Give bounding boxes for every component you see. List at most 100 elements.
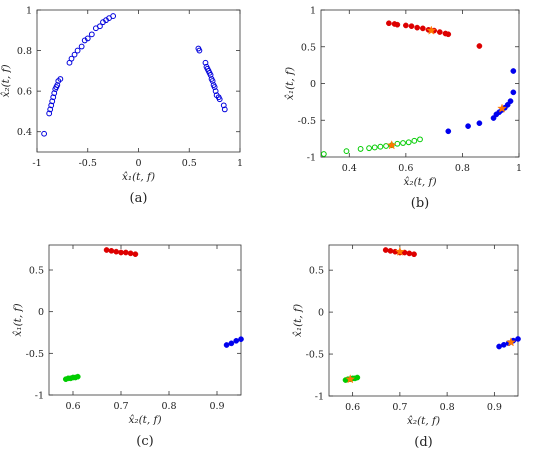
data-point [48,102,55,109]
y-tick-label: 0.5 [29,266,44,277]
data-point [78,43,85,50]
data-point [207,72,214,78]
data-point [212,88,219,95]
centroid-marker [345,374,356,384]
plot-frame [320,9,520,158]
y-tick-label: 0.5 [301,42,316,53]
data-point [50,94,57,101]
x-tick-label: 0.8 [440,402,455,413]
x-tick-label: 0.8 [455,163,470,174]
data-point [445,31,452,38]
x-tick-label: 0.4 [342,163,357,174]
panel-caption: (c) [136,434,153,449]
chart-panel-b: 0.4 0.6 0.8 1 -1 -0.5 0 0.5 1 x̂₂(t, f) x̂₁(t, f) (… [284,6,522,212]
y-tick-label: 0 [310,79,316,90]
data-point [414,24,421,31]
panel-caption: (d) [414,435,432,450]
data-point [500,341,507,348]
centroid-marker [426,25,437,35]
x-tick-label: 1 [516,163,522,174]
data-point [386,20,392,27]
x-tick-label: 0.6 [345,402,360,413]
x-tick-label: 0.9 [209,401,224,412]
x-tick-label: 0.6 [65,401,80,412]
data-point [88,31,95,38]
series-2 [320,136,423,157]
data-point [233,337,240,344]
data-point [392,248,398,255]
data-point [343,148,350,155]
data-point [510,68,517,74]
data-point [51,90,58,97]
chart-panel-c: 0.6 0.7 0.8 0.9 -1 -0.5 0 0.5 x̂₂(t, f) x̂₁(t, f)… [12,244,244,449]
centroid-marker [497,103,507,113]
data-point [403,22,409,29]
y-tick-label: -0.5 [306,350,324,361]
data-point [406,250,413,257]
series-1 [496,336,521,350]
y-tick-label: -0.5 [26,349,44,360]
data-point [132,251,139,258]
centroid-marker [506,337,516,347]
chart-panel-a: -1 -0.5 0 0.5 1 0.4 0.6 0.8 1 x̂₁(t, f) x̂₂(t, f) (… [0,6,243,207]
data-point [510,89,517,96]
data-point [394,21,401,28]
data-point [84,35,91,42]
series-0 [41,13,228,137]
data-point [74,373,81,380]
chart-panel-d: 0.6 0.7 0.8 0.9 -1 -0.5 0 0.5 x̂₂(t, f) x̂₁(t, f)… [292,244,521,450]
data-point [382,247,389,253]
x-tick-label: -1 [32,158,41,169]
data-point [357,146,364,152]
data-point [221,106,228,113]
x-axis-label: x̂₂(t, f) [128,414,161,426]
y-axis-label: x̂₁(t, f) [284,67,296,100]
data-point [54,82,61,88]
x-tick-label: 0.5 [182,158,197,169]
y-axis-label: x̂₁(t, f) [12,303,24,336]
panel-caption: (b) [411,196,429,211]
x-tick-label: -0.5 [79,158,97,169]
data-point [419,25,426,32]
series-1 [445,68,517,135]
data-point [366,145,372,152]
data-point [41,130,48,137]
y-tick-label: 1 [26,6,32,17]
x-axis-label: x̂₂(t, f) [403,176,436,188]
data-point [515,336,521,342]
y-tick-label: 0 [318,308,324,319]
data-point [496,343,502,350]
series-3 [345,246,516,384]
y-axis-label: x̂₁(t, f) [292,304,304,337]
data-point [47,106,54,113]
data-point [417,136,423,143]
data-point [383,143,389,149]
data-point [220,102,227,109]
x-tick-label: 0 [135,158,141,169]
data-point [465,123,471,129]
x-tick-label: 0.9 [487,402,502,413]
data-point [57,76,64,82]
x-tick-label: 0.7 [392,402,407,413]
x-axis-label: x̂₂(t, f) [407,415,440,427]
panel-caption: (a) [130,191,148,206]
data-point [103,247,110,253]
series-2 [62,373,81,383]
data-point [223,342,230,348]
data-point [507,98,514,104]
data-point [411,137,418,144]
x-tick-label: 0.6 [398,163,413,174]
plot-frame [328,244,519,397]
x-tick-label: 0.8 [161,401,176,412]
y-tick-label: -1 [307,153,316,164]
data-point [108,247,115,254]
y-tick-label: -1 [35,391,44,402]
y-axis-label: x̂₂(t, f) [0,64,12,97]
data-point [400,140,406,146]
data-point [405,139,412,146]
series-0 [103,247,139,258]
data-point [476,43,483,49]
y-tick-label: 1 [310,6,316,17]
data-point [320,151,327,157]
